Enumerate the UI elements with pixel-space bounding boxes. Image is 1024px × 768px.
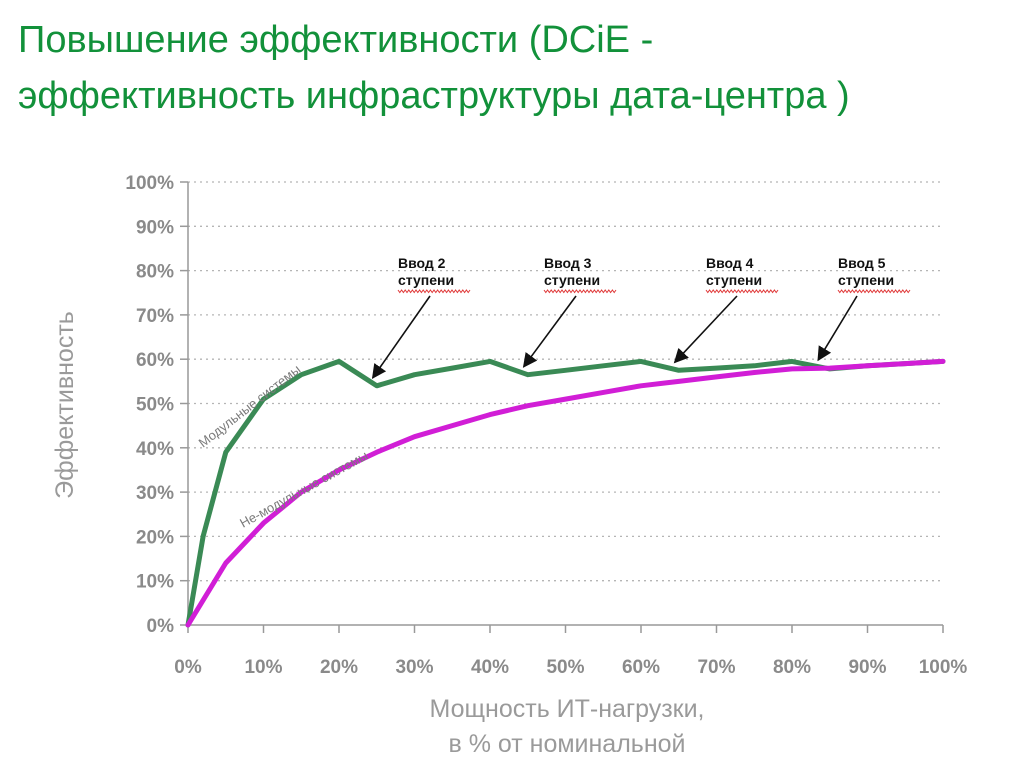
tick-labels: 0% 10% 20% 30% 40% 50% 60% 70% 80% 90% 100% 0% 10% 20… [125,173,967,678]
y-tick-label: 80% [136,262,174,283]
x-tick-label: 40% [471,657,509,678]
series [185,358,946,628]
annotation-arrow [522,295,577,368]
x-tick-label: 90% [848,657,886,678]
x-tick-label: 60% [622,657,660,678]
y-tick-label: 90% [136,217,174,238]
annotation-line1: Ввод 2 [398,255,446,271]
x-tick-label: 80% [773,657,811,678]
spellcheck-underline [705,289,779,294]
spellcheck-underline [397,289,471,294]
y-tick-label: 10% [136,572,174,593]
annotation-line2: ступени [838,272,894,288]
series-label-nonmodular: Не-модульные системы [237,448,370,531]
annotation-line2: ступени [544,272,600,288]
axes [180,181,944,633]
y-tick-label: 40% [136,439,174,460]
annotation-line1: Ввод 4 [706,255,754,271]
x-tick-label: 100% [919,657,968,678]
annotation-line2: ступени [398,272,454,288]
y-tick-label: 100% [125,173,174,194]
y-tick-label: 30% [136,483,174,504]
series-line-modular [185,358,946,628]
y-axis-label: Эффективность [51,311,79,499]
annotation-arrow [371,295,431,379]
annotation-arrow [817,295,858,362]
slide-title-line2: эффективность инфраструктуры дата-центра… [18,75,850,117]
y-tick-label: 60% [136,350,174,371]
x-tick-label: 20% [320,657,358,678]
slide-title-line1: Повышение эффективности (DCiE - [18,19,654,61]
spellcheck-underline [837,289,911,294]
x-axis-label-line1: Мощность ИТ-нагрузки, [429,695,704,723]
series-label-modular: Модульные системы [196,362,304,451]
y-tick-label: 0% [147,616,175,637]
x-tick-label: 10% [244,657,282,678]
series-line-nonmodular [185,358,946,628]
y-tick-label: 70% [136,306,174,327]
x-axis-label-line2: в % от номинальной [448,730,685,758]
y-tick-label: 20% [136,527,174,548]
annotation-line1: Ввод 5 [838,255,886,271]
annotation-arrow [673,295,738,364]
grid [188,181,943,582]
spellcheck-underline [543,289,617,294]
x-tick-label: 0% [174,657,202,678]
annotation-line2: ступени [706,272,762,288]
annotation-line1: Ввод 3 [544,255,592,271]
x-tick-label: 50% [546,657,584,678]
slide-title: Повышение эффективности (DCiE - эффектив… [18,12,1018,124]
x-tick-label: 70% [697,657,735,678]
x-tick-label: 30% [395,657,433,678]
y-tick-label: 50% [136,395,174,416]
